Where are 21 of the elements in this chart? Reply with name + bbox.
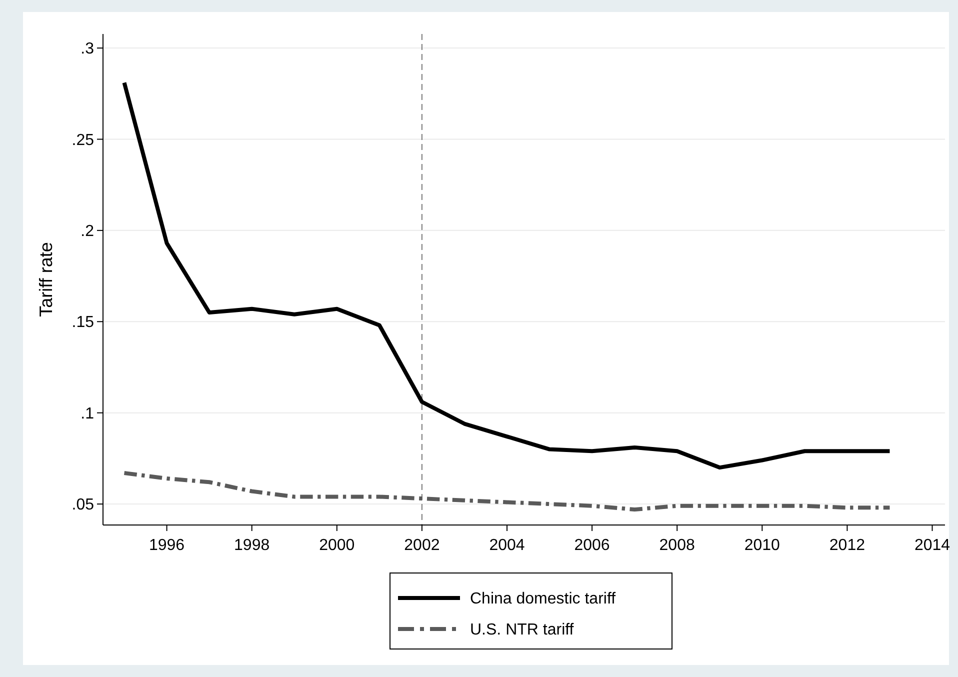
- x-tick-label: 1998: [234, 537, 270, 554]
- x-tick-label: 2002: [404, 537, 440, 554]
- y-axis-title: Tariff rate: [36, 242, 56, 317]
- y-tick-label: .15: [72, 314, 94, 332]
- line-series: [122, 471, 892, 512]
- y-tick-label: .3: [80, 40, 94, 58]
- x-tick-label: 2006: [574, 537, 610, 554]
- y-tick-label: .05: [72, 496, 94, 514]
- x-tick-label: 1996: [148, 537, 185, 554]
- x-tick-label: 2000: [319, 537, 355, 554]
- x-tick-label: 2004: [489, 537, 525, 554]
- x-tick-label: 2014: [914, 537, 950, 554]
- y-tick-label: .2: [80, 223, 94, 240]
- legend-label: China domestic tariff: [470, 590, 616, 608]
- x-tick-label: 2012: [829, 537, 866, 554]
- y-tick-label: .1: [80, 405, 94, 422]
- legend-label: U.S. NTR tariff: [470, 622, 574, 639]
- y-tick-label: .25: [72, 132, 94, 149]
- x-tick-label: 2010: [744, 537, 780, 554]
- line-series: [122, 80, 892, 470]
- x-tick-label: 2008: [659, 537, 695, 554]
